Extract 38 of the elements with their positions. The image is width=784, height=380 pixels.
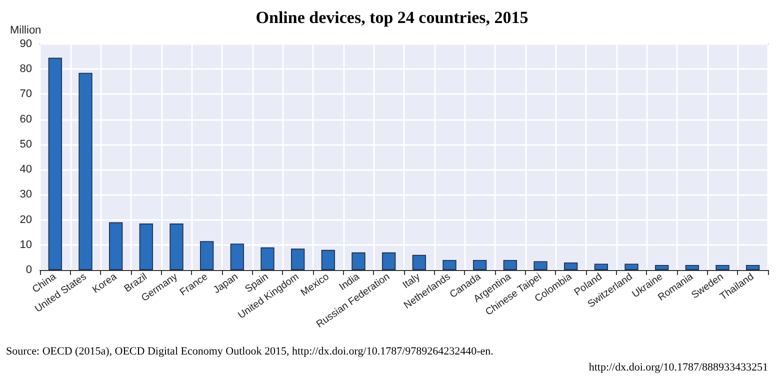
bar	[382, 252, 396, 270]
bar	[291, 248, 305, 270]
bar	[412, 254, 426, 270]
y-tick-label: 90	[20, 38, 32, 50]
y-axis-title: Million	[10, 24, 42, 36]
source-note: Source: OECD (2015a), OECD Digital Economy Outlook 2015, http://dx.doi.org/10.1787/9789264232440-en.	[6, 346, 494, 358]
bar	[685, 264, 699, 270]
bar	[716, 264, 730, 270]
bar	[230, 244, 244, 270]
y-tick-label: 50	[20, 138, 32, 150]
bar	[170, 224, 184, 270]
bar	[442, 260, 456, 270]
bar	[260, 247, 274, 270]
bar	[200, 241, 214, 270]
y-tick-label: 40	[20, 164, 32, 176]
bar	[352, 252, 366, 270]
bar	[109, 222, 123, 270]
bar	[48, 58, 62, 270]
y-tick-label: 70	[20, 88, 32, 100]
bar	[624, 264, 638, 270]
text: http://dx.doi.org/10.1787/888933433251	[588, 362, 768, 374]
bar	[746, 264, 760, 270]
bar	[503, 260, 517, 270]
bar	[78, 72, 92, 270]
y-tick-label: 30	[20, 188, 32, 201]
bar	[321, 250, 335, 270]
bar	[564, 262, 578, 270]
chart-title: Online devices, top 24 countries, 2015	[256, 8, 528, 27]
y-tick-label: 0	[26, 264, 32, 276]
bar	[139, 224, 153, 270]
y-tick-label: 60	[20, 113, 32, 126]
bar	[594, 264, 608, 270]
bar	[534, 261, 548, 270]
y-tick-label: 20	[20, 214, 32, 226]
bar	[655, 264, 669, 270]
bar	[473, 260, 487, 270]
y-tick-label: 10	[20, 238, 32, 251]
y-tick-label: 80	[20, 63, 32, 76]
